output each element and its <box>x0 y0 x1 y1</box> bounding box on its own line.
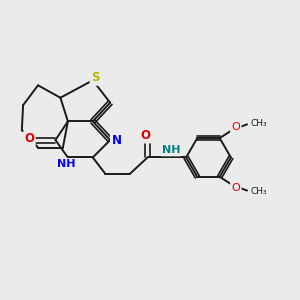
Text: N: N <box>111 134 122 146</box>
Text: CH₃: CH₃ <box>250 118 267 127</box>
Text: O: O <box>140 129 150 142</box>
Text: NH: NH <box>57 159 76 170</box>
Text: NH: NH <box>162 145 180 155</box>
Text: O: O <box>232 183 240 193</box>
Text: O: O <box>24 132 34 145</box>
Text: O: O <box>232 122 240 132</box>
Text: S: S <box>91 71 100 84</box>
Text: CH₃: CH₃ <box>250 187 267 196</box>
